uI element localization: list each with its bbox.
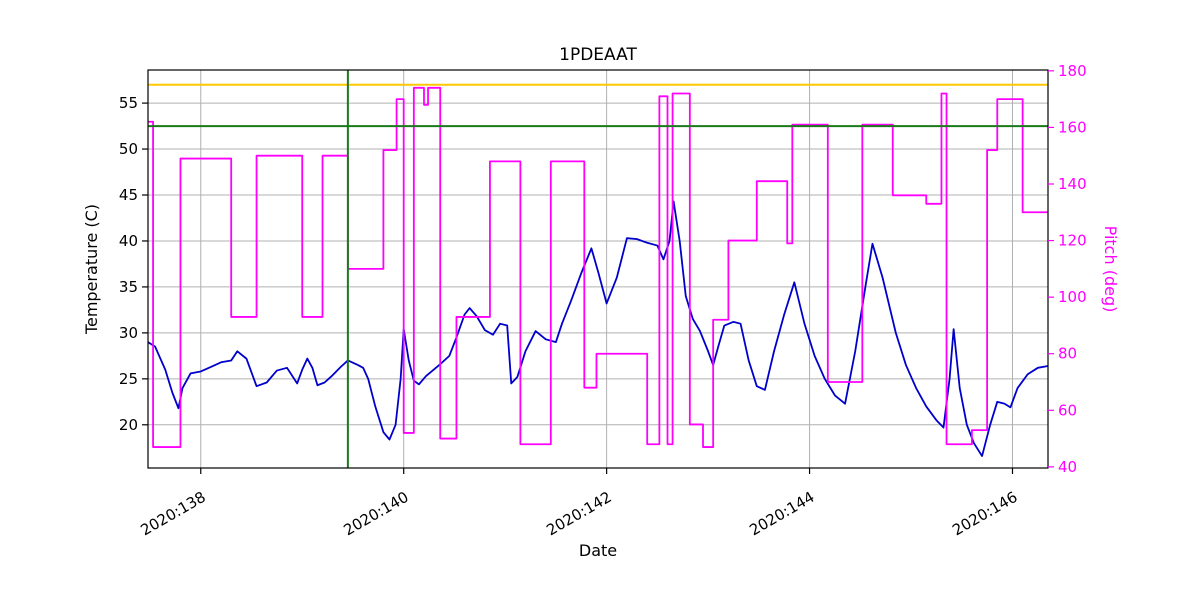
y-left-tick-label: 20 xyxy=(119,416,138,434)
x-tick-label: 2020:140 xyxy=(340,488,411,540)
y-right-tick-label: 40 xyxy=(1058,458,1077,476)
x-axis-label: Date xyxy=(579,541,617,560)
y-left-tick-label: 35 xyxy=(119,278,138,296)
y-left-tick-label: 50 xyxy=(119,140,138,158)
y-right-tick-label: 160 xyxy=(1058,118,1087,136)
y-axis-label-left: Temperature (C) xyxy=(82,204,101,335)
x-tick-label: 2020:144 xyxy=(746,488,817,540)
y-right-tick-label: 100 xyxy=(1058,288,1087,306)
pitch-line xyxy=(148,86,1048,448)
x-tick-label: 2020:138 xyxy=(138,488,209,540)
y-right-tick-label: 60 xyxy=(1058,401,1077,419)
x-tick-label: 2020:142 xyxy=(543,488,614,540)
y-left-tick-label: 25 xyxy=(119,370,138,388)
y-right-tick-label: 140 xyxy=(1058,175,1087,193)
chart-title: 1PDEAAT xyxy=(559,45,637,65)
y-axis-label-right: Pitch (deg) xyxy=(1101,226,1120,313)
y-right-tick-label: 180 xyxy=(1058,62,1087,80)
y-right-tick-label: 80 xyxy=(1058,345,1077,363)
y-left-tick-label: 30 xyxy=(119,324,138,342)
x-tick-label: 2020:146 xyxy=(949,488,1020,540)
y-left-tick-label: 45 xyxy=(119,186,138,204)
y-left-tick-label: 40 xyxy=(119,232,138,250)
y-right-tick-label: 120 xyxy=(1058,232,1087,250)
temperature-line xyxy=(147,200,1049,457)
plot-layer: 2020:138 2020:140 2020:142 2020:144 2020:146… xyxy=(119,62,1087,540)
y-left-tick-label: 55 xyxy=(119,94,138,112)
plot-frame xyxy=(147,69,1049,469)
